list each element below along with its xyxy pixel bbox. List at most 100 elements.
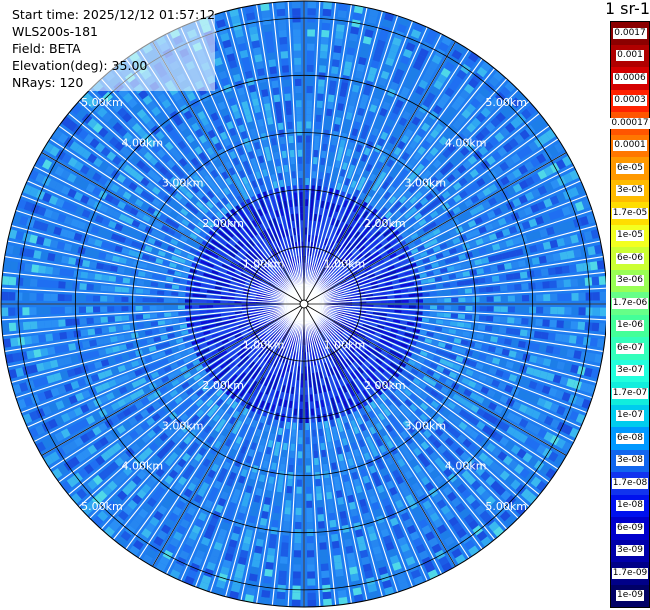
range-bin <box>175 385 184 394</box>
range-bin <box>370 539 380 549</box>
range-bin <box>358 355 366 363</box>
range-bin <box>315 114 322 123</box>
range-bin <box>208 344 217 351</box>
range-bin <box>374 255 383 262</box>
range-bin <box>376 559 386 569</box>
range-bin <box>235 368 243 376</box>
range-bin <box>430 199 440 208</box>
range-bin <box>392 561 402 571</box>
range-bin <box>424 181 434 190</box>
range-bin <box>121 287 130 293</box>
range-bin <box>508 459 519 470</box>
range-bin <box>343 68 351 77</box>
range-bin <box>292 15 301 23</box>
range-bin <box>318 285 324 291</box>
range-bin <box>177 344 186 351</box>
range-bin <box>296 479 302 487</box>
range-bin <box>414 286 423 291</box>
range-bin <box>53 372 63 382</box>
range-bin <box>475 466 486 477</box>
range-bin <box>365 436 373 445</box>
range-bin <box>361 201 368 210</box>
range-bin <box>108 275 117 282</box>
range-bin <box>256 292 265 295</box>
range-bin <box>206 300 214 303</box>
range-bin <box>268 540 277 549</box>
range-bin <box>456 528 467 539</box>
range-bin <box>156 290 165 295</box>
range-bin <box>476 268 485 275</box>
range-bin <box>241 304 249 307</box>
range-bin <box>332 321 340 327</box>
range-bin <box>448 247 457 255</box>
range-bin <box>437 260 446 267</box>
range-bin <box>461 489 472 500</box>
range-bin <box>311 263 315 271</box>
range-bin <box>189 353 198 360</box>
range-bin <box>305 430 310 438</box>
range-bin <box>395 475 404 485</box>
range-bin <box>492 316 501 323</box>
range-bin <box>428 537 439 548</box>
range-bin <box>288 400 293 409</box>
range-bin <box>489 136 500 147</box>
range-bin <box>372 335 381 342</box>
range-bin <box>215 389 224 397</box>
range-bin <box>273 448 280 457</box>
range-bin <box>148 442 159 452</box>
range-bin <box>236 336 244 342</box>
range-bin <box>78 306 87 314</box>
range-bin <box>270 299 278 301</box>
range-bin <box>134 400 144 410</box>
range-bin <box>448 353 457 361</box>
range-bin <box>276 8 286 17</box>
range-bin <box>59 370 69 380</box>
range-bin <box>501 251 510 260</box>
range-bin <box>347 337 355 343</box>
range-bin <box>427 277 436 283</box>
range-bin <box>409 206 418 215</box>
range-bin <box>424 116 435 127</box>
range-bin <box>308 220 312 228</box>
range-bin <box>220 384 229 392</box>
range-bin <box>83 463 95 475</box>
range-bin <box>230 382 238 391</box>
range-bin <box>319 392 324 401</box>
range-bin <box>188 430 197 440</box>
range-bin <box>79 283 87 290</box>
range-bin <box>508 138 519 149</box>
range-bin <box>457 385 466 394</box>
range-bin <box>305 408 309 416</box>
range-bin <box>8 276 17 286</box>
range-bin <box>107 316 116 323</box>
range-bin <box>281 65 290 73</box>
range-bin <box>467 380 477 389</box>
range-bin <box>86 283 94 291</box>
range-bin <box>213 295 221 299</box>
range-bin <box>243 375 250 383</box>
colorbar-tick-label: 6e-07 <box>616 342 644 354</box>
range-bin <box>442 250 451 257</box>
range-bin <box>313 264 317 272</box>
range-bin <box>343 444 350 453</box>
range-bin <box>329 455 336 464</box>
range-bin <box>483 456 494 467</box>
range-bin <box>295 100 302 108</box>
range-bin <box>537 169 548 180</box>
range-bin <box>50 293 58 302</box>
range-bin <box>379 375 387 383</box>
range-bin <box>491 220 501 229</box>
range-bin <box>168 512 179 522</box>
range-bin <box>467 341 476 348</box>
range-bin <box>320 222 325 230</box>
range-bin <box>328 448 335 457</box>
range-bin <box>364 117 373 127</box>
range-bin <box>447 198 457 207</box>
range-bin <box>300 206 303 214</box>
range-bin <box>439 267 448 274</box>
range-bin <box>383 474 392 483</box>
range-bin <box>299 192 303 200</box>
range-bin <box>315 257 319 265</box>
range-bin <box>122 421 132 431</box>
range-ring-label: 1.00km <box>243 258 285 271</box>
